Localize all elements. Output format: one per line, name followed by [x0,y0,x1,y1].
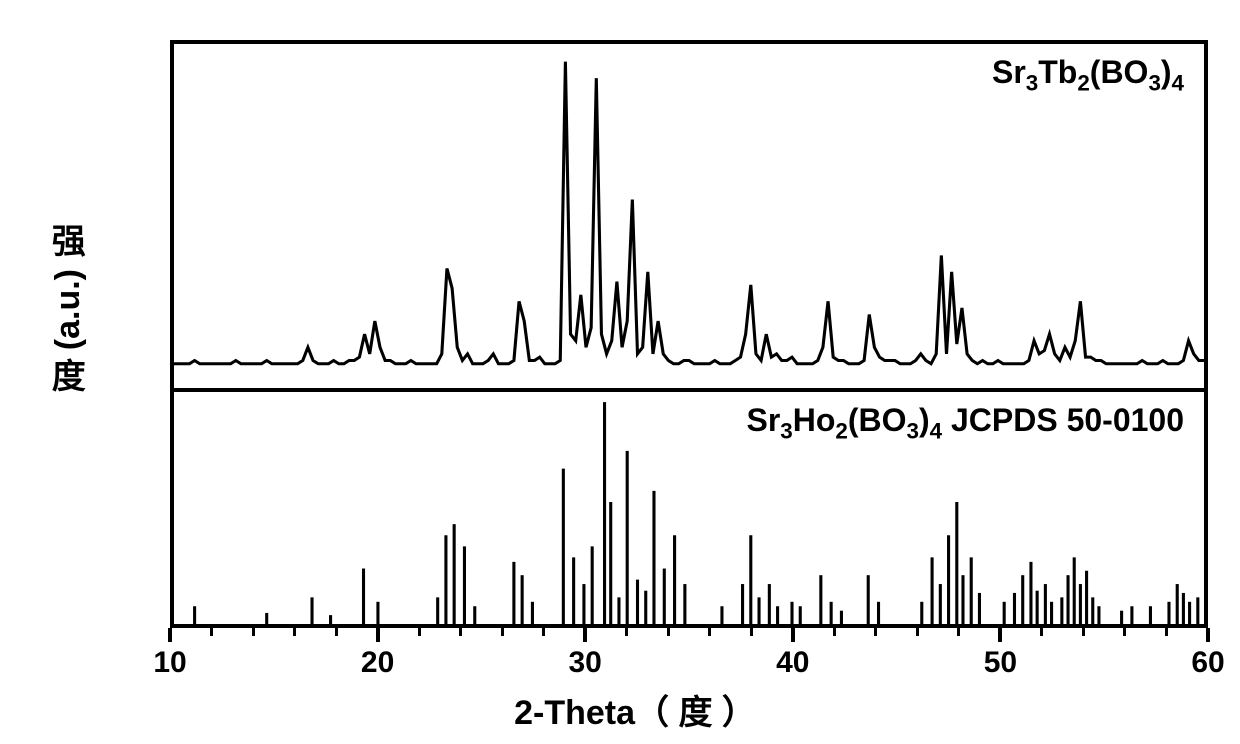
x-tick-label: 50 [984,646,1017,680]
x-minor-tick [708,628,711,636]
measured-line [174,62,1204,364]
x-minor-tick [210,628,213,636]
x-minor-tick [874,628,877,636]
x-tick-label: 40 [776,646,809,680]
x-major-tick [376,628,380,642]
x-tick-label: 20 [361,646,394,680]
y-axis-title-cn2: 度 [50,359,87,396]
x-ticks [170,628,1208,648]
x-tick-label: 60 [1191,646,1224,680]
y-axis-title-cn1: 强 [50,224,87,261]
xrd-figure: 强 (a.u.) 度 Sr3Tb2(BO3)4 Sr3Ho2(BO3)4 JCP… [50,10,1220,740]
y-axis-title: 强 (a.u.) 度 [50,224,87,396]
x-major-tick [791,628,795,642]
x-minor-tick [459,628,462,636]
x-major-tick [583,628,587,642]
x-major-tick [998,628,1002,642]
x-minor-tick [1082,628,1085,636]
x-axis-title: 2-Theta（ 度 ） [514,685,756,734]
x-minor-tick [833,628,836,636]
x-minor-tick [1040,628,1043,636]
x-tick-label: 10 [153,646,186,680]
x-minor-tick [667,628,670,636]
x-minor-tick [252,628,255,636]
panel-reference-label: Sr3Ho2(BO3)4 JCPDS 50-0100 [747,402,1185,444]
y-axis-title-en: (a.u.) [50,269,87,350]
x-minor-tick [335,628,338,636]
x-minor-tick [542,628,545,636]
x-minor-tick [957,628,960,636]
panel-measured-label: Sr3Tb2(BO3)4 [992,54,1184,96]
x-labels: 102030405060 [170,646,1208,686]
x-minor-tick [293,628,296,636]
x-minor-tick [750,628,753,636]
x-minor-tick [625,628,628,636]
x-major-tick [1206,628,1210,642]
x-minor-tick [916,628,919,636]
x-minor-tick [1165,628,1168,636]
x-major-tick [168,628,172,642]
x-minor-tick [1123,628,1126,636]
x-minor-tick [501,628,504,636]
panel-measured: Sr3Tb2(BO3)4 [174,44,1204,392]
x-minor-tick [418,628,421,636]
panel-reference: Sr3Ho2(BO3)4 JCPDS 50-0100 [174,392,1204,624]
x-tick-label: 30 [569,646,602,680]
plot-area: Sr3Tb2(BO3)4 Sr3Ho2(BO3)4 JCPDS 50-0100 [170,40,1208,628]
